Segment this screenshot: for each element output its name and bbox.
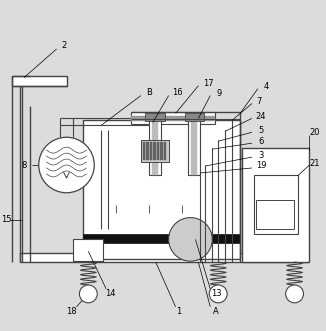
Bar: [141, 140, 169, 162]
Bar: [188, 120, 200, 175]
Text: 17: 17: [203, 79, 214, 88]
Text: 16: 16: [172, 88, 183, 97]
Text: 14: 14: [105, 289, 115, 299]
Circle shape: [39, 137, 94, 193]
Bar: [149, 120, 161, 175]
Text: 1: 1: [176, 307, 181, 316]
Text: 6: 6: [258, 137, 263, 146]
Bar: [185, 114, 204, 121]
Bar: [242, 148, 309, 262]
Text: 18: 18: [66, 307, 77, 316]
Bar: [131, 117, 215, 121]
Text: 19: 19: [256, 162, 266, 170]
Bar: [256, 200, 294, 229]
Bar: [254, 175, 298, 234]
Text: 20: 20: [309, 128, 320, 137]
Bar: [146, 142, 149, 160]
Bar: [153, 142, 156, 160]
Bar: [131, 113, 215, 124]
Text: 3: 3: [258, 151, 263, 160]
Text: 13: 13: [211, 289, 222, 299]
Bar: [150, 142, 152, 160]
Text: 4: 4: [263, 82, 268, 91]
Bar: [145, 114, 165, 121]
Text: 15: 15: [1, 215, 11, 224]
Bar: [20, 253, 308, 262]
Circle shape: [80, 285, 97, 303]
Text: 9: 9: [216, 89, 222, 98]
Text: 5: 5: [258, 126, 263, 135]
Bar: [83, 234, 240, 243]
Bar: [157, 142, 159, 160]
Bar: [164, 142, 166, 160]
Text: B: B: [146, 88, 152, 97]
Bar: [191, 120, 197, 175]
Circle shape: [209, 285, 227, 303]
Text: 8: 8: [21, 161, 26, 169]
Text: A: A: [213, 307, 219, 316]
Bar: [73, 239, 103, 261]
Circle shape: [286, 285, 304, 303]
Bar: [152, 120, 158, 175]
Bar: [143, 142, 145, 160]
Text: 21: 21: [309, 159, 320, 167]
Text: 24: 24: [256, 112, 266, 121]
Text: 7: 7: [256, 97, 261, 106]
Text: 2: 2: [61, 40, 66, 50]
Bar: [83, 120, 240, 259]
Bar: [160, 142, 163, 160]
Circle shape: [169, 217, 212, 261]
Bar: [12, 76, 67, 86]
